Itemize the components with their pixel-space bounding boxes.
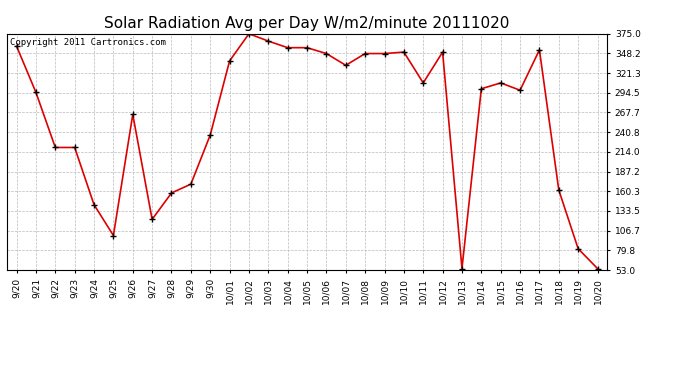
Text: Copyright 2011 Cartronics.com: Copyright 2011 Cartronics.com (10, 39, 166, 48)
Title: Solar Radiation Avg per Day W/m2/minute 20111020: Solar Radiation Avg per Day W/m2/minute … (104, 16, 510, 31)
